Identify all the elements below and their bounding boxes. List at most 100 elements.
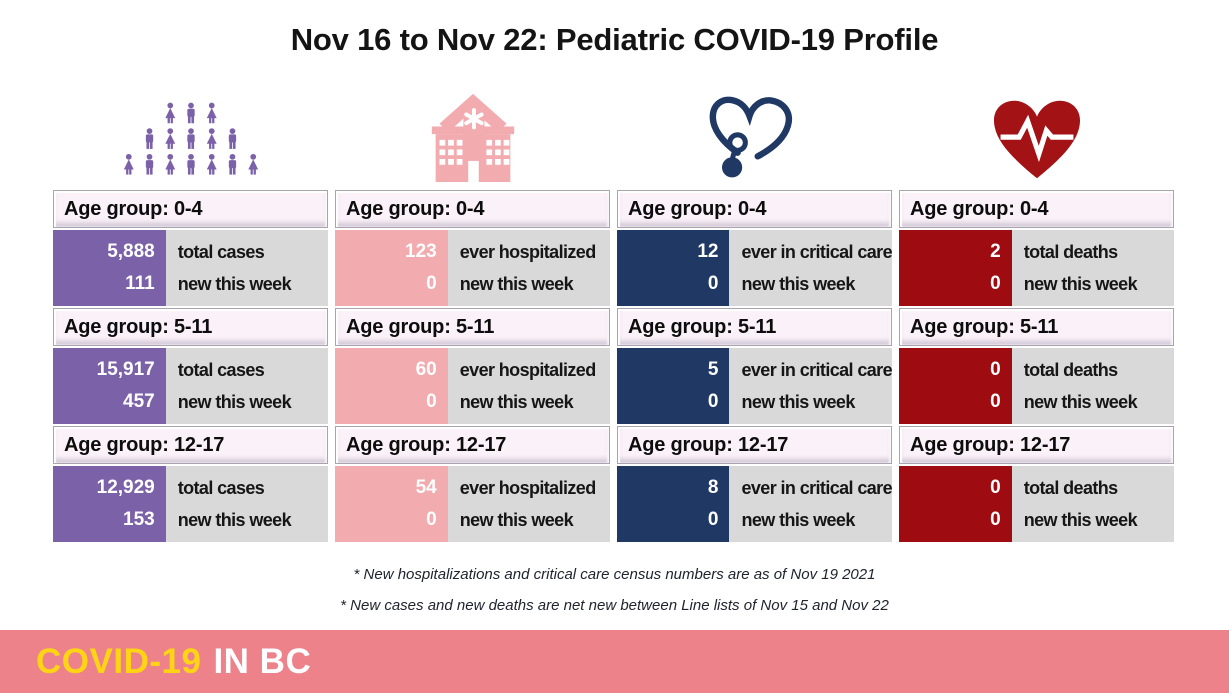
value-box: 60 0 [335, 348, 448, 424]
age-group-label: Age group: 0-4 [628, 197, 767, 220]
stat-value: 123 [405, 241, 437, 262]
stat-label: new this week [1023, 391, 1138, 412]
stat-block: 8 0 ever in critical care new this week [617, 466, 893, 542]
stat-label: new this week [177, 509, 292, 530]
footnote-hospitalizations: * New hospitalizations and critical care… [353, 566, 876, 583]
age-section: Age group: 5-11 60 0 ever hospitalized n… [335, 308, 610, 424]
age-group-label: Age group: 5-11 [64, 315, 213, 338]
stat-block: 12,929 153 total cases new this week [53, 466, 328, 542]
stat-label: ever in critical care [741, 359, 892, 380]
age-section: Age group: 0-4 123 0 ever hospitalized n… [335, 190, 610, 306]
stat-block: 0 0 total deaths new this week [899, 348, 1174, 424]
stat-label: new this week [459, 273, 574, 294]
label-box: total cases new this week [165, 230, 328, 306]
brand-covid19: COVID-19 [36, 642, 202, 681]
age-group-label: Age group: 12-17 [346, 433, 507, 456]
age-section: Age group: 5-11 0 0 total deaths new thi… [899, 308, 1174, 424]
stat-value: 5 [707, 359, 719, 380]
label-box: ever hospitalized new this week [447, 466, 610, 542]
stat-label: new this week [177, 391, 292, 412]
label-box: total deaths new this week [1011, 230, 1174, 306]
age-group-header: Age group: 12-17 [335, 426, 610, 464]
age-group-label: Age group: 12-17 [628, 433, 789, 456]
age-section: Age group: 5-11 5 0 ever in critical car… [617, 308, 893, 424]
stat-label: ever hospitalized [459, 477, 596, 498]
value-box: 5,888 111 [53, 230, 166, 306]
stat-value: 153 [123, 509, 155, 530]
stat-label: total cases [177, 477, 265, 498]
label-box: ever hospitalized new this week [447, 348, 610, 424]
value-box: 12 0 [617, 230, 730, 306]
age-group-header: Age group: 5-11 [617, 308, 892, 346]
age-group-label: Age group: 12-17 [910, 433, 1071, 456]
hospital-icon [335, 93, 610, 182]
stat-label: new this week [177, 273, 292, 294]
pulse-heart-icon [899, 98, 1174, 182]
stat-value: 0 [990, 359, 1001, 380]
age-section: Age group: 12-17 12,929 153 total cases … [53, 426, 328, 542]
age-group-label: Age group: 5-11 [910, 315, 1059, 338]
stat-block: 123 0 ever hospitalized new this week [335, 230, 610, 306]
stat-label: new this week [459, 391, 574, 412]
age-group-header: Age group: 0-4 [335, 190, 610, 228]
stat-value: 0 [707, 509, 719, 530]
age-section: Age group: 12-17 8 0 ever in critical ca… [617, 426, 893, 542]
stat-block: 0 0 total deaths new this week [899, 466, 1174, 542]
stat-value: 60 [415, 359, 437, 380]
stat-label: total cases [177, 241, 265, 262]
age-group-label: Age group: 5-11 [346, 315, 495, 338]
label-box: ever in critical care new this week [729, 466, 893, 542]
label-box: ever hospitalized new this week [447, 230, 610, 306]
stat-label: total deaths [1023, 359, 1118, 380]
value-box: 12,929 153 [53, 466, 166, 542]
stat-value: 0 [426, 509, 437, 530]
value-box: 5 0 [617, 348, 730, 424]
stat-block: 54 0 ever hospitalized new this week [335, 466, 610, 542]
age-group-header: Age group: 5-11 [899, 308, 1174, 346]
stat-value: 0 [990, 273, 1001, 294]
stat-value: 0 [426, 273, 437, 294]
age-group-label: Age group: 12-17 [64, 433, 225, 456]
footer-banner: COVID-19 IN BC [0, 630, 1229, 693]
population-icon [53, 98, 328, 182]
age-section: Age group: 12-17 0 0 total deaths new th… [899, 426, 1174, 542]
label-box: ever in critical care new this week [729, 230, 893, 306]
age-group-header: Age group: 0-4 [617, 190, 892, 228]
stat-label: new this week [741, 509, 855, 530]
value-box: 123 0 [335, 230, 448, 306]
label-box: total deaths new this week [1011, 348, 1174, 424]
stat-label: new this week [741, 391, 855, 412]
stat-label: new this week [741, 273, 855, 294]
stat-value: 12 [697, 241, 719, 262]
brand-in-bc: IN BC [213, 642, 312, 681]
stat-value: 0 [990, 509, 1001, 530]
stat-block: 5,888 111 total cases new this week [53, 230, 328, 306]
stat-label: ever hospitalized [459, 359, 596, 380]
age-group-header: Age group: 0-4 [899, 190, 1174, 228]
stat-block: 5 0 ever in critical care new this week [617, 348, 893, 424]
stat-value: 15,917 [96, 359, 155, 380]
page-title: Nov 16 to Nov 22: Pediatric COVID-19 Pro… [290, 22, 939, 57]
value-box: 8 0 [617, 466, 730, 542]
label-box: total cases new this week [165, 466, 328, 542]
age-section: Age group: 12-17 54 0 ever hospitalized … [335, 426, 610, 542]
stat-value: 12,929 [96, 477, 155, 498]
value-box: 0 0 [899, 466, 1012, 542]
value-box: 15,917 457 [53, 348, 166, 424]
stat-label: ever hospitalized [459, 241, 596, 262]
stat-block: 2 0 total deaths new this week [899, 230, 1174, 306]
label-box: ever in critical care new this week [729, 348, 893, 424]
stat-block: 12 0 ever in critical care new this week [617, 230, 893, 306]
age-group-header: Age group: 12-17 [53, 426, 328, 464]
stat-value: 0 [990, 391, 1001, 412]
age-section: Age group: 5-11 15,917 457 total cases n… [53, 308, 328, 424]
age-group-label: Age group: 0-4 [910, 197, 1049, 220]
metric-column-cases: Age group: 0-4 5,888 111 total cases new… [53, 98, 328, 544]
age-group-header: Age group: 5-11 [335, 308, 610, 346]
stat-value: 8 [707, 477, 719, 498]
age-group-header: Age group: 12-17 [617, 426, 892, 464]
metric-column-deaths: Age group: 0-4 2 0 total deaths new this… [899, 98, 1174, 544]
stat-block: 15,917 457 total cases new this week [53, 348, 328, 424]
stat-value: 111 [125, 273, 155, 294]
